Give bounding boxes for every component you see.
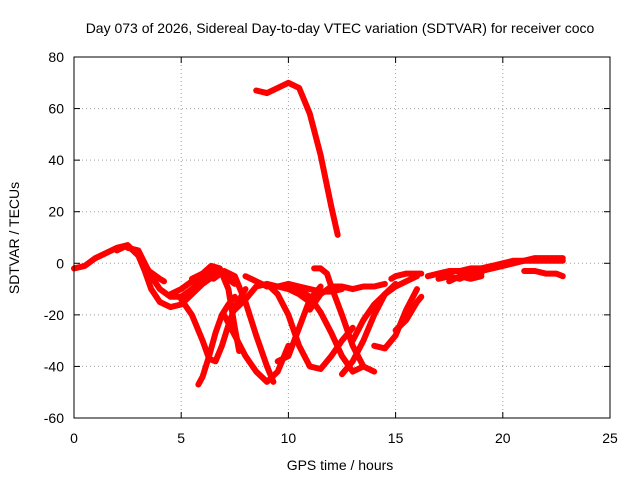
series-line-arc-22 — [253, 79, 341, 238]
series-line-arc-27 — [478, 255, 566, 274]
x-tick-label: 5 — [177, 430, 185, 446]
plot-frame — [73, 56, 611, 419]
x-tick-label: 0 — [70, 430, 78, 446]
series-line-arc-20 — [392, 293, 425, 334]
series-layer — [71, 79, 566, 388]
x-axis-label: GPS time / hours — [287, 457, 394, 473]
series-line-arc-21 — [388, 270, 425, 282]
series-line-arc-25 — [446, 273, 485, 285]
series-line-arc-19 — [371, 286, 420, 352]
series-line-arc-9 — [221, 311, 292, 385]
y-tick-label: 60 — [48, 101, 64, 117]
y-tick-label: 20 — [48, 204, 64, 220]
series-line-arc-7 — [188, 262, 243, 354]
y-tick-label: -20 — [44, 307, 64, 323]
y-tick-label: 0 — [56, 255, 64, 271]
series-line-arc-1 — [71, 242, 217, 311]
series-line-arc-15 — [306, 280, 388, 313]
y-tick-label: 40 — [48, 152, 64, 168]
ticks: 0 5 10 15 20 25 -60 -40 -20 0 20 40 60 80 — [44, 49, 618, 446]
y-tick-label: 80 — [48, 49, 64, 65]
series-line-arc-18 — [349, 273, 420, 344]
x-tick-label: 10 — [281, 430, 297, 446]
y-tick-label: -60 — [44, 410, 64, 426]
x-tick-label: 15 — [388, 430, 404, 446]
y-tick-label: -40 — [44, 358, 64, 374]
series-line-arc-14 — [285, 280, 367, 375]
x-tick-label: 20 — [495, 430, 511, 446]
series-line-arc-3 — [113, 242, 167, 285]
chart-title: Day 073 of 2026, Sidereal Day-to-day VTE… — [86, 20, 595, 36]
y-axis-label: SDTVAR / TECUs — [6, 182, 22, 294]
grid — [74, 57, 610, 418]
series-line-arc-16 — [311, 265, 378, 375]
x-tick-label: 25 — [602, 430, 618, 446]
series-line-arc-13 — [274, 283, 324, 365]
series-line-arc-28 — [521, 268, 566, 280]
